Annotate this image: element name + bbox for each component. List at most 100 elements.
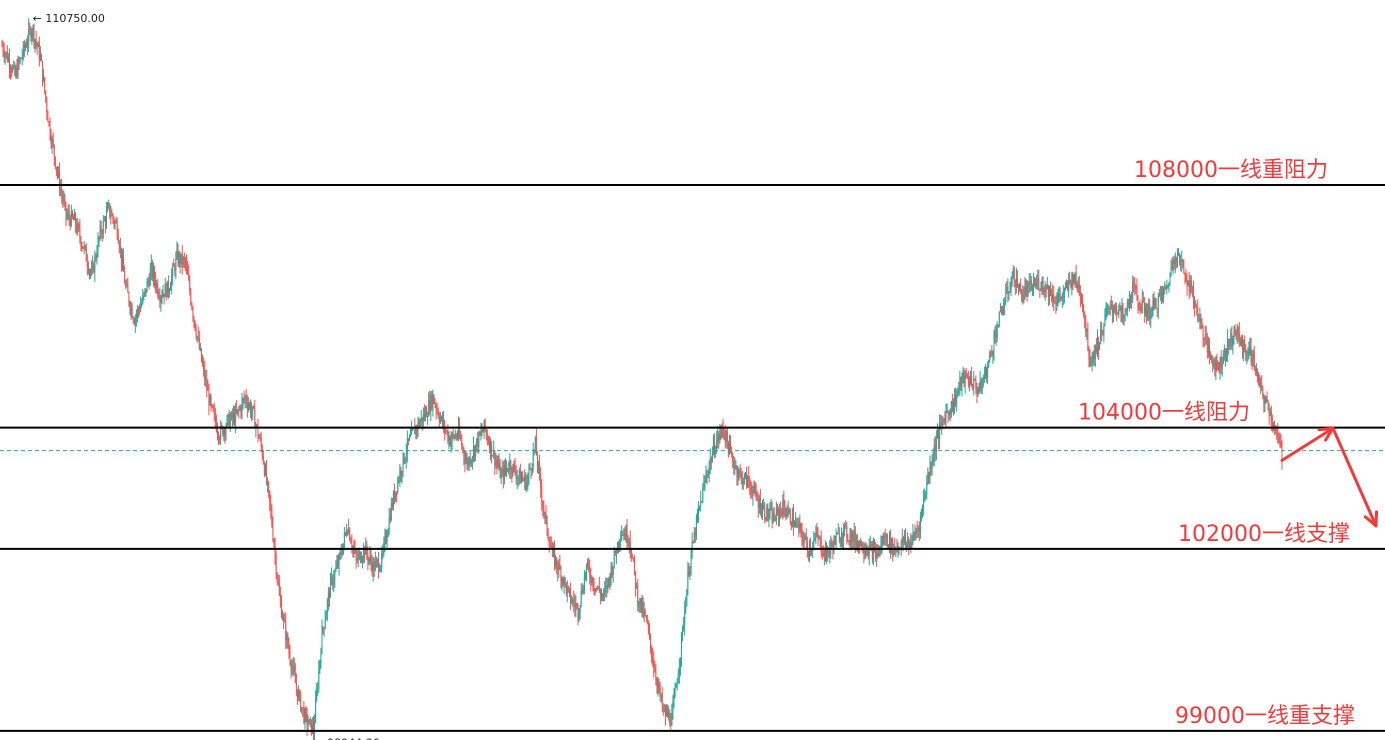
candle xyxy=(960,376,962,391)
candle-body xyxy=(1074,272,1076,282)
candle xyxy=(226,414,228,429)
candle xyxy=(824,540,826,562)
candle xyxy=(80,236,82,252)
candle-body xyxy=(487,440,489,443)
candle xyxy=(780,501,782,520)
candle-body xyxy=(114,221,116,224)
candle xyxy=(1101,321,1103,341)
candle xyxy=(397,476,399,495)
candle xyxy=(218,431,220,445)
candle xyxy=(1264,395,1266,413)
candle xyxy=(49,117,51,141)
candle xyxy=(1153,291,1155,311)
candle-body xyxy=(954,395,956,407)
candle xyxy=(1190,275,1192,294)
candle xyxy=(366,540,368,560)
candle-body xyxy=(344,532,346,534)
candle xyxy=(147,276,149,288)
candle-body xyxy=(280,601,282,618)
candle-body xyxy=(428,400,430,417)
candle-body xyxy=(1058,294,1060,299)
candle-body xyxy=(536,455,538,467)
candle xyxy=(264,462,266,477)
candle-body xyxy=(130,306,132,311)
candle xyxy=(142,288,144,305)
candle xyxy=(779,503,781,527)
candle-body xyxy=(236,409,238,413)
candle-body xyxy=(464,456,466,463)
candle xyxy=(323,627,325,637)
candle xyxy=(1176,248,1178,268)
candle xyxy=(1105,301,1107,321)
candle xyxy=(977,387,979,398)
candle xyxy=(749,476,751,496)
candle xyxy=(1197,299,1199,323)
candle-body xyxy=(50,136,52,145)
candle-body xyxy=(1180,262,1182,264)
candle-body xyxy=(1247,353,1249,355)
candle-body xyxy=(732,454,734,462)
candle-body xyxy=(348,528,350,533)
candle-body xyxy=(684,610,686,626)
candle xyxy=(646,614,648,625)
candle xyxy=(1205,326,1207,345)
candle-body xyxy=(1215,357,1217,371)
candle-body xyxy=(1029,280,1031,282)
candle xyxy=(1242,334,1244,359)
candle xyxy=(450,430,452,453)
candle xyxy=(1055,295,1057,314)
candle xyxy=(718,430,720,449)
candle-body xyxy=(131,306,133,318)
candle-body xyxy=(503,465,505,480)
candle-body xyxy=(648,630,650,635)
candle-body xyxy=(474,447,476,456)
candle-body xyxy=(630,549,632,558)
candle xyxy=(837,523,839,534)
candle-body xyxy=(380,566,382,570)
candle-body xyxy=(931,462,933,469)
candle xyxy=(586,563,588,582)
candle xyxy=(641,594,643,617)
candle-body xyxy=(843,526,845,539)
candle-body xyxy=(768,515,770,518)
candle xyxy=(881,536,883,554)
candle xyxy=(931,453,933,476)
candle xyxy=(830,535,832,559)
candle-body xyxy=(456,436,458,438)
candle-body xyxy=(65,202,67,217)
candle-body xyxy=(923,499,925,507)
candle xyxy=(1269,407,1271,417)
candle xyxy=(468,455,470,471)
candle xyxy=(630,547,632,562)
candle xyxy=(139,303,141,316)
candle-body xyxy=(482,430,484,433)
candle-body xyxy=(90,270,92,273)
candle-body xyxy=(1160,293,1162,295)
candle-body xyxy=(355,551,357,559)
candle-body xyxy=(401,471,403,475)
candle-body xyxy=(1155,299,1157,309)
candle-body xyxy=(127,284,129,293)
candle-body xyxy=(609,577,611,582)
candle-body xyxy=(255,425,257,428)
candle xyxy=(966,373,968,380)
candle xyxy=(1229,338,1231,351)
candle xyxy=(360,551,362,564)
candle xyxy=(1160,286,1162,305)
candle-body xyxy=(278,584,280,596)
candle-body xyxy=(554,549,556,566)
candle-body xyxy=(76,226,78,232)
candle xyxy=(1135,284,1137,294)
candle xyxy=(972,383,974,391)
candle-body xyxy=(28,29,30,44)
candle-body xyxy=(587,561,589,565)
candle-body xyxy=(556,557,558,568)
candle xyxy=(1039,288,1041,299)
candle-body xyxy=(925,493,927,498)
candle-body xyxy=(829,548,831,555)
candle-body xyxy=(1050,287,1052,296)
candle xyxy=(202,354,204,367)
candle xyxy=(130,301,132,320)
candle-body xyxy=(1079,294,1081,298)
candle-body xyxy=(1183,265,1185,273)
